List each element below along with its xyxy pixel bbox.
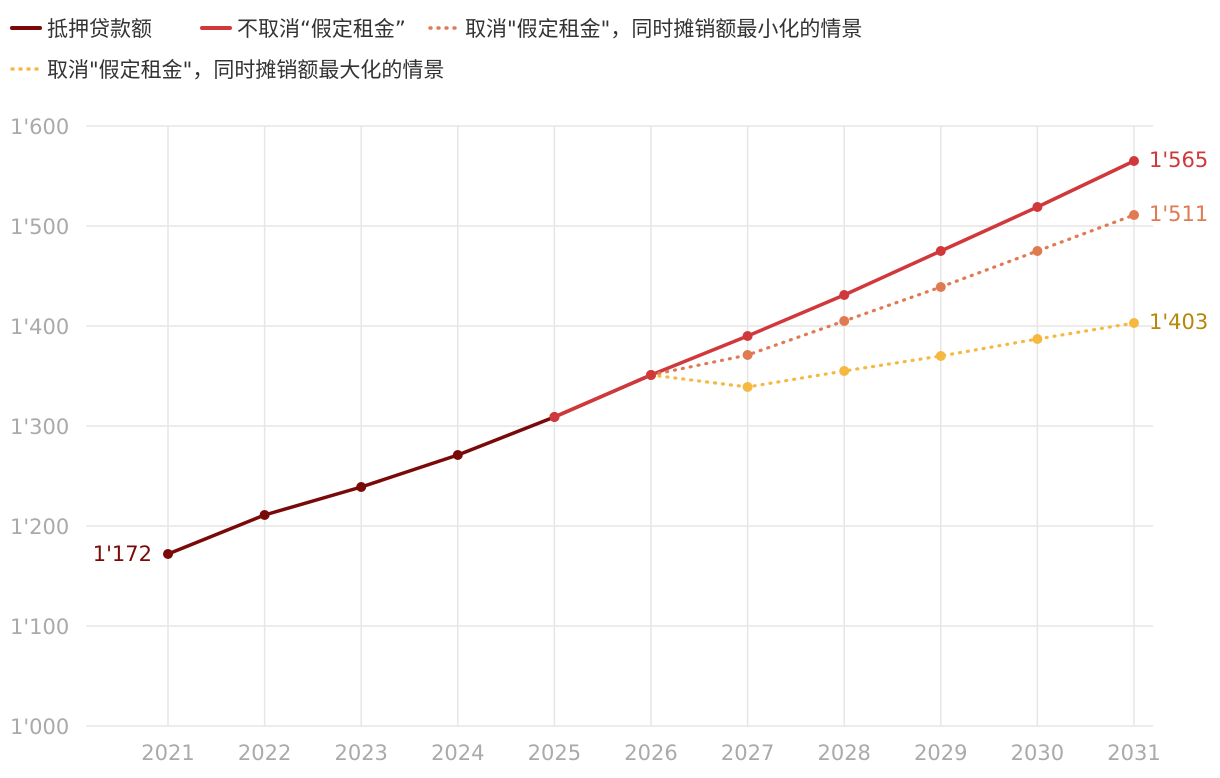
series-2-point bbox=[742, 331, 753, 341]
data-labels: 1'172 1'565 1'511 1'403 bbox=[93, 148, 1208, 566]
series-3-point bbox=[839, 316, 850, 326]
series-2-point bbox=[1032, 202, 1043, 212]
series-1-point bbox=[452, 450, 463, 460]
series-lines bbox=[163, 156, 1139, 559]
x-tick-label: 2030 bbox=[1011, 741, 1064, 765]
legend: 抵押贷款额 不取消“假定租金” 取消"假定租金"，同时摊销额最小化的情景取消"假定租… bbox=[10, 17, 862, 82]
series-3-point bbox=[1032, 246, 1043, 256]
series-line-3 bbox=[649, 213, 1136, 377]
x-tick-label: 2023 bbox=[334, 741, 387, 765]
end-value-label-2: 1'511 bbox=[1149, 202, 1208, 226]
series-4-point bbox=[742, 382, 753, 392]
series-4-point bbox=[839, 366, 850, 376]
y-tick-label: 1'300 bbox=[10, 415, 69, 439]
series-4-point bbox=[1129, 318, 1139, 328]
series-1-point bbox=[259, 510, 270, 520]
series-3-point bbox=[742, 350, 753, 360]
grid bbox=[86, 125, 1153, 727]
series-2-point bbox=[1129, 156, 1139, 166]
series-2-point bbox=[549, 412, 560, 422]
x-tick-label: 2024 bbox=[431, 741, 484, 765]
legend-label-1: 抵押贷款额 bbox=[47, 17, 152, 41]
legend-label-3: 取消"假定租金"，同时摊销额最小化的情景 bbox=[465, 17, 862, 41]
x-tick-label: 2028 bbox=[817, 741, 870, 765]
y-tick-label: 1'600 bbox=[10, 115, 69, 139]
legend-label-2: 不取消“假定租金” bbox=[237, 17, 406, 41]
x-tick-label: 2021 bbox=[141, 741, 194, 765]
y-tick-label: 1'500 bbox=[10, 215, 69, 239]
x-tick-label: 2026 bbox=[624, 741, 677, 765]
end-value-label-3: 1'403 bbox=[1149, 310, 1208, 334]
x-tick-label: 2027 bbox=[721, 741, 774, 765]
y-tick-label: 1'000 bbox=[10, 715, 69, 739]
end-value-label-1: 1'565 bbox=[1149, 148, 1208, 172]
axes: 1'000 1'100 1'200 1'300 1'400 1'500 1'600 2021 2… bbox=[10, 115, 1161, 765]
series-2-point bbox=[839, 290, 850, 300]
series-3-point bbox=[935, 282, 946, 292]
x-tick-label: 2025 bbox=[528, 741, 581, 765]
series-3-point bbox=[1129, 210, 1139, 220]
y-tick-label: 1'400 bbox=[10, 315, 69, 339]
x-tick-label: 2029 bbox=[914, 741, 967, 765]
start-value-label: 1'172 bbox=[93, 542, 152, 566]
series-1-point bbox=[356, 482, 367, 492]
series-4-point bbox=[1032, 334, 1043, 344]
junction-point bbox=[646, 370, 656, 380]
y-tick-label: 1'200 bbox=[10, 515, 69, 539]
x-tick-label: 2031 bbox=[1107, 741, 1160, 765]
legend-label-4: 取消"假定租金"，同时摊销额最大化的情景 bbox=[47, 58, 444, 82]
x-tick-label: 2022 bbox=[238, 741, 291, 765]
series-4-point bbox=[935, 351, 946, 361]
series-line-1 bbox=[166, 373, 653, 556]
series-2-point bbox=[935, 246, 946, 256]
series-line-4 bbox=[649, 321, 1136, 389]
y-tick-label: 1'100 bbox=[10, 615, 69, 639]
series-1-point bbox=[163, 549, 173, 559]
